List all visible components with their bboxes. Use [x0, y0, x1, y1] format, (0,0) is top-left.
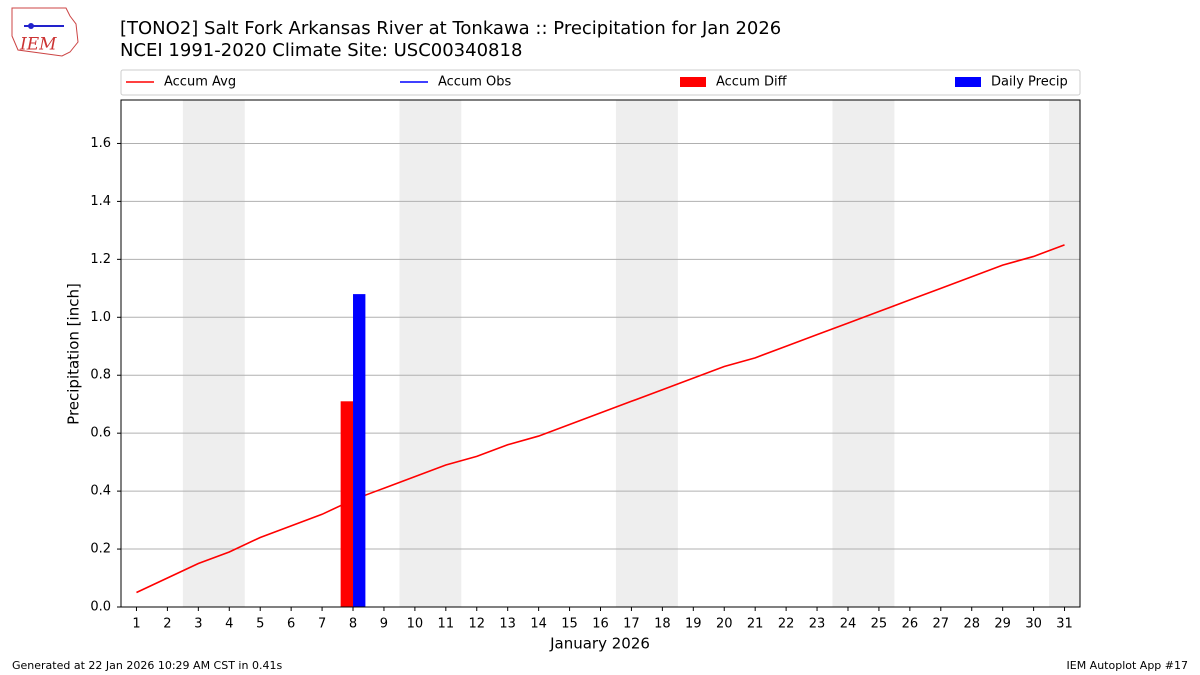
x-tick-label: 23	[809, 617, 826, 632]
x-tick-label: 10	[407, 617, 424, 632]
x-tick-label: 3	[194, 617, 202, 632]
x-tick-label: 27	[933, 617, 950, 632]
logo-dot	[28, 23, 34, 29]
x-axis-label: January 2026	[549, 635, 650, 653]
x-tick-label: 22	[778, 617, 795, 632]
x-tick-label: 19	[685, 617, 702, 632]
x-tick-label: 7	[318, 617, 326, 632]
bar	[353, 294, 366, 607]
x-tick-label: 20	[716, 617, 733, 632]
logo: IEM	[11, 7, 79, 57]
footer-left: Generated at 22 Jan 2026 10:29 AM CST in…	[12, 659, 282, 672]
y-tick-label: 0.8	[90, 368, 111, 383]
legend	[120, 69, 1081, 96]
legend-swatch	[955, 77, 981, 87]
plot-frame	[120, 99, 1081, 608]
weekend-shade	[615, 100, 678, 607]
y-axis-label: Precipitation [inch]	[65, 283, 83, 425]
x-tick-label: 21	[747, 617, 764, 632]
x-tick-label: 25	[871, 617, 888, 632]
x-tick-label: 24	[840, 617, 857, 632]
x-tick-label: 17	[623, 617, 640, 632]
legend-swatch	[680, 77, 706, 87]
x-tick-label: 4	[225, 617, 233, 632]
y-tick-label: 1.4	[90, 194, 111, 209]
x-tick-label: 2	[163, 617, 171, 632]
x-tick-label: 31	[1056, 617, 1073, 632]
weekend-shade	[832, 100, 895, 607]
line	[136, 244, 1065, 594]
y-tick-label: 0.2	[90, 542, 111, 557]
legend-label: Accum Diff	[716, 75, 788, 90]
weekend-shade	[1049, 100, 1080, 607]
x-tick-label: 15	[561, 617, 578, 632]
weekend-shade	[182, 100, 245, 607]
x-tick-label: 6	[287, 617, 295, 632]
legend-label: Accum Avg	[164, 75, 236, 90]
x-tick-label: 8	[349, 617, 357, 632]
x-tick-label: 30	[1025, 617, 1042, 632]
y-tick-label: 0.4	[90, 484, 111, 499]
chart-title: [TONO2] Salt Fork Arkansas River at Tonk…	[120, 18, 781, 39]
x-tick-label: 14	[530, 617, 547, 632]
x-tick-label: 28	[963, 617, 980, 632]
x-tick-label: 12	[468, 617, 485, 632]
legend-label: Daily Precip	[991, 75, 1068, 90]
y-tick-label: 1.6	[90, 136, 111, 151]
x-tick-label: 16	[592, 617, 609, 632]
y-tick-label: 0.6	[90, 426, 111, 441]
logo-outline	[11, 7, 79, 57]
x-tick-label: 18	[654, 617, 671, 632]
x-tick-label: 13	[499, 617, 516, 632]
x-tick-label: 29	[994, 617, 1011, 632]
x-tick-label: 9	[380, 617, 388, 632]
x-tick-label: 1	[132, 617, 140, 632]
bar	[340, 401, 354, 607]
logo-text: IEM	[19, 35, 57, 55]
y-tick-label: 0.0	[90, 600, 111, 615]
chart-subtitle: NCEI 1991-2020 Climate Site: USC00340818	[120, 40, 522, 61]
x-tick-label: 11	[438, 617, 455, 632]
x-tick-label: 5	[256, 617, 264, 632]
footer-right: IEM Autoplot App #17	[1067, 659, 1189, 672]
y-tick-label: 1.0	[90, 310, 111, 325]
legend-label: Accum Obs	[438, 75, 511, 90]
plot-area	[121, 100, 1080, 608]
weekend-shade	[399, 100, 462, 607]
y-tick-label: 1.2	[90, 252, 111, 267]
x-tick-label: 26	[902, 617, 919, 632]
